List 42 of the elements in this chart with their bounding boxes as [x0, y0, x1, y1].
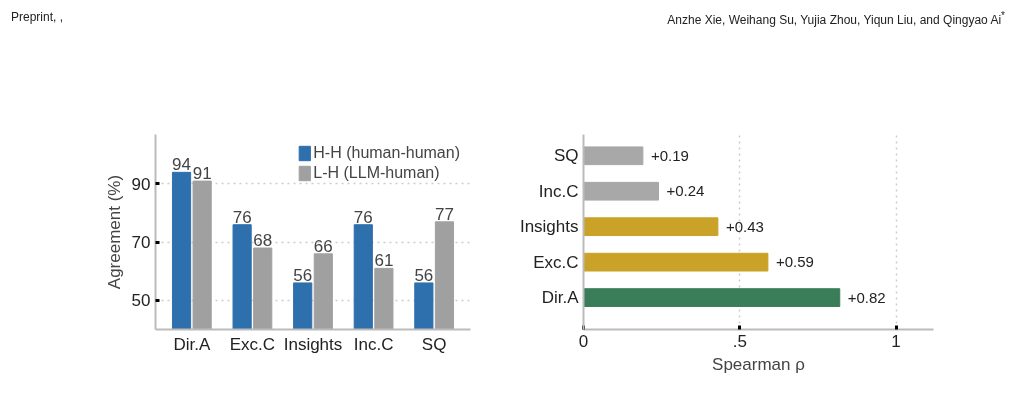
- bar: [583, 217, 719, 237]
- x-axis-title: Spearman ρ: [712, 354, 805, 374]
- y-tick-label: 70: [131, 233, 151, 253]
- y-tick-label: Exc.C: [533, 252, 579, 272]
- data-label: +0.43: [725, 217, 764, 235]
- data-label: 68: [253, 231, 273, 251]
- legend-label: H-H (human-human): [313, 144, 460, 162]
- data-label: 61: [374, 251, 394, 271]
- data-label: 66: [313, 236, 333, 256]
- y-tick-label: Insights: [519, 217, 579, 237]
- data-label: +0.82: [847, 288, 886, 306]
- data-label: 76: [353, 207, 373, 227]
- x-tick-label: Exc.C: [229, 334, 276, 354]
- data-label: 94: [172, 155, 192, 175]
- data-label: 56: [293, 265, 313, 285]
- y-tick-label: 90: [131, 174, 151, 194]
- legend-label: L-H (LLM-human): [313, 164, 440, 182]
- data-label: 91: [192, 164, 212, 184]
- text: Anzhe Xie, Weihang Su, Yujia Zhou, Yiqun Liu, and Qingyao Ai$^{*}$: [667, 9, 1005, 29]
- y-axis-title: Agreement (%): [104, 174, 124, 290]
- x-tick-label: SQ: [421, 334, 447, 354]
- bar: [583, 288, 841, 307]
- text: Preprint, ,: [11, 9, 64, 26]
- data-label: +0.24: [666, 182, 705, 200]
- bar: [583, 181, 659, 201]
- y-tick-label: Dir.A: [541, 288, 580, 308]
- data-label: +0.59: [775, 253, 814, 271]
- bar: [583, 146, 644, 166]
- data-label: 56: [414, 265, 434, 285]
- y-tick-label: SQ: [553, 146, 579, 166]
- x-tick-label: .5: [732, 331, 747, 351]
- x-tick-label: Inc.C: [353, 334, 394, 354]
- data-label: 77: [435, 204, 454, 224]
- y-tick-label: Inc.C: [538, 181, 579, 201]
- bar: [583, 252, 769, 272]
- data-label: +0.19: [650, 146, 689, 164]
- x-tick-label: 1: [891, 331, 901, 351]
- x-tick-label: 0: [578, 331, 589, 351]
- x-tick-label: Insights: [283, 334, 343, 354]
- data-label: 76: [232, 207, 252, 227]
- y-tick-label: 50: [131, 291, 151, 311]
- x-tick-label: Dir.A: [173, 334, 211, 354]
